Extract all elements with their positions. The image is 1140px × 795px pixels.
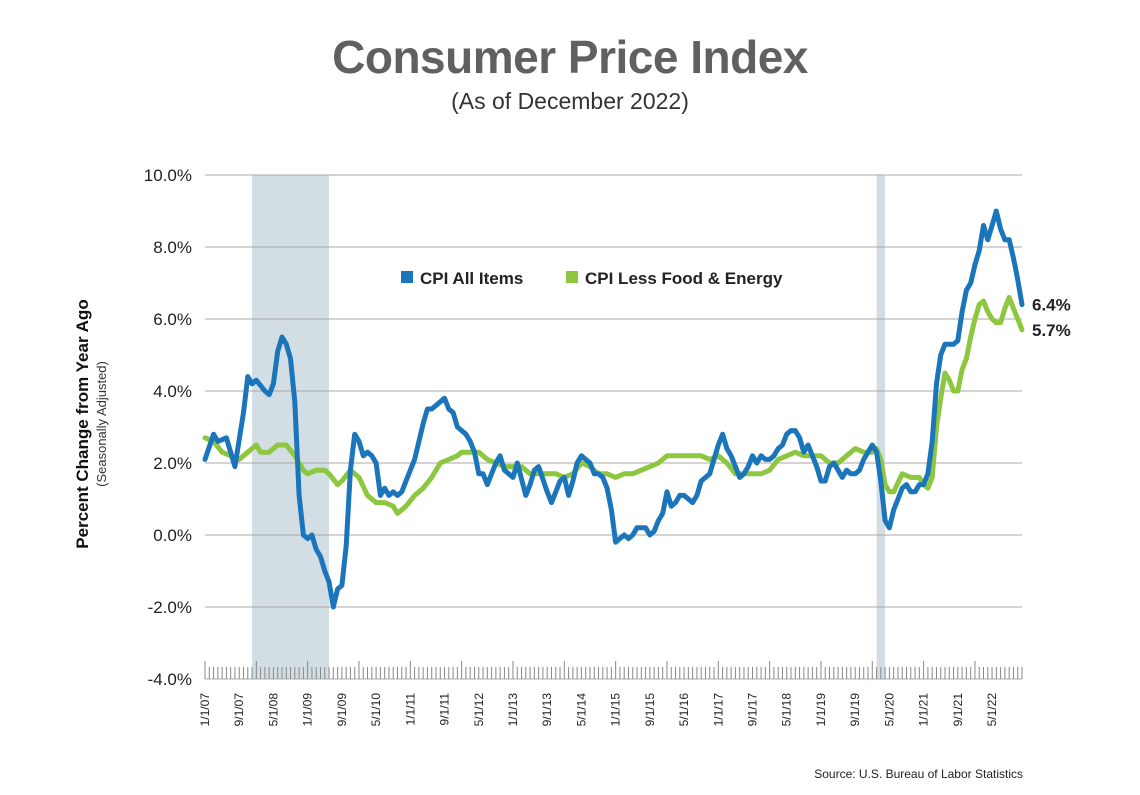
legend-label-cpi-core: CPI Less Food & Energy [585,269,783,288]
x-tick-label: 5/1/18 [780,693,794,727]
legend-swatch-cpi-core [566,271,578,283]
x-tick-label: 9/1/07 [232,693,246,727]
y-axis-title: Percent Change from Year Ago (Seasonally… [73,299,109,548]
y-tick-label: 8.0% [153,238,192,257]
y-tick-label: -4.0% [148,670,192,689]
recession-band-0 [252,175,330,679]
chart-title: Consumer Price Index [332,31,808,83]
x-tick-label: 9/1/15 [643,693,657,727]
y-tick-label: -2.0% [148,598,192,617]
x-tick-label: 5/1/20 [882,693,896,727]
end-label-cpi-core: 5.7% [1032,321,1071,340]
chart-subtitle: (As of December 2022) [451,88,689,114]
series-lines [202,208,1025,610]
y-tick-label: 6.0% [153,310,192,329]
x-tick-label: 5/1/08 [266,693,280,727]
x-tick-label: 9/1/21 [951,693,965,727]
chart-labels: 6.4% 5.7% [1032,296,1071,340]
y-tick-label: 0.0% [153,526,192,545]
x-tick-label: 1/1/11 [403,693,417,726]
x-axis: 1/1/07 9/1/07 5/1/08 1/1/09 9/1/09 5/1/10 1/1/… [198,661,1023,727]
y-tick-label: 10.0% [144,166,192,185]
recession-bands [252,175,886,679]
x-tick-label: 9/1/19 [848,693,862,727]
x-tick-label: 9/1/11 [438,693,452,726]
x-tick-label: 1/1/07 [198,693,212,727]
recession-band-1 [876,175,886,679]
x-tick-label: 9/1/09 [335,693,349,727]
x-tick-label: 1/1/19 [814,693,828,727]
x-tick-label: 9/1/13 [540,693,554,727]
y-axis-label: Percent Change from Year Ago [73,299,92,548]
x-tick-label: 1/1/13 [506,693,520,727]
x-tick-label: 5/1/22 [985,693,999,727]
x-tick-label: 1/1/15 [609,693,623,727]
x-tick-label: 9/1/17 [746,693,760,727]
x-tick-label: 5/1/14 [574,693,588,727]
source-note: Source: U.S. Bureau of Labor Statistics [814,767,1023,781]
legend-label-cpi-all: CPI All Items [420,269,523,288]
legend-swatch-cpi-all [401,271,413,283]
x-tick-label: 1/1/17 [711,693,725,727]
legend: CPI All Items CPI Less Food & Energy [401,269,783,288]
y-axis-sublabel: (Seasonally Adjusted) [94,361,109,487]
y-tick-label: 2.0% [153,454,192,473]
x-tick-label: 5/1/12 [472,693,486,727]
x-tick-label: 1/1/09 [301,693,315,727]
y-tick-label: 4.0% [153,382,192,401]
x-tick-label: 5/1/16 [677,693,691,727]
gridlines: 10.0% 8.0% 6.0% 4.0% 2.0% 0.0% -2.0% -4.0% [144,166,1022,689]
end-label-cpi-all: 6.4% [1032,296,1071,315]
x-tick-label: 1/1/21 [917,693,931,727]
series-line-cpi-all [202,208,1025,610]
x-tick-label: 5/1/10 [369,693,383,727]
